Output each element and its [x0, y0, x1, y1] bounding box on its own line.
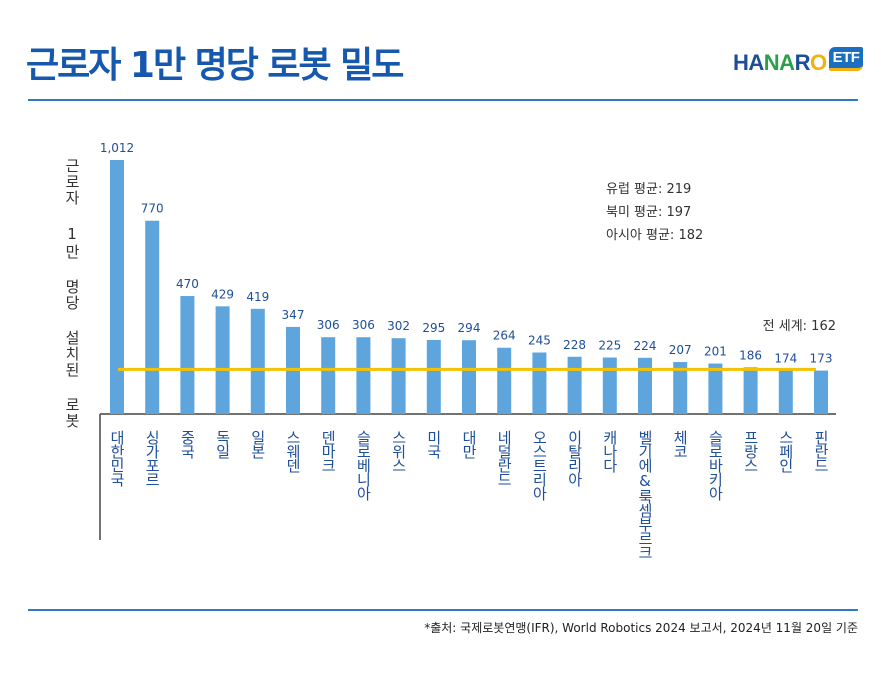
category-label: 슬로베니아	[354, 430, 373, 500]
bar-value-label: 264	[493, 329, 516, 343]
bar-value-label: 347	[282, 308, 305, 322]
bar	[673, 362, 688, 414]
bar	[426, 339, 441, 414]
annotation-asia: 아시아 평균: 182	[606, 228, 703, 243]
annotation-north-america: 북미 평균: 197	[606, 205, 691, 220]
bar	[567, 356, 582, 414]
bar-value-label: 419	[246, 290, 269, 304]
bar	[145, 220, 160, 414]
bar	[356, 337, 371, 414]
source-note: *출처: 국제로봇연맹(IFR), World Robotics 2024 보고…	[424, 621, 858, 635]
bar-value-label: 224	[634, 339, 657, 353]
category-label: 오스트리아	[530, 430, 549, 500]
bar	[743, 367, 758, 414]
bar-value-label: 207	[669, 343, 692, 357]
bar	[778, 370, 793, 414]
bar-value-label: 302	[387, 319, 410, 333]
category-label: 싱가포르	[143, 430, 162, 486]
bar-value-label: 770	[141, 202, 164, 216]
bar	[110, 160, 124, 414]
bar	[462, 340, 476, 414]
category-label: 스페인	[776, 430, 795, 472]
y-axis-label: 근로자 1만 명당 설치된 로봇	[63, 158, 81, 429]
header-divider	[28, 99, 858, 101]
bar-value-label: 1,012	[100, 141, 134, 155]
category-label: 벨기에&룩셈부르크	[636, 430, 654, 559]
category-label: 대만	[460, 430, 478, 458]
category-label: 체코	[671, 430, 690, 458]
bar-value-label: 470	[176, 277, 199, 291]
category-label: 이탈리아	[565, 430, 584, 486]
category-label: 핀란드	[812, 430, 830, 472]
bar	[532, 352, 547, 414]
hanaro-etf-logo: HA NA R O ETF	[733, 47, 864, 76]
bar-value-label: 306	[352, 318, 375, 332]
page-title: 근로자 1만 명당 로봇 밀도	[26, 45, 404, 86]
bar	[814, 370, 828, 414]
category-label: 덴마크	[319, 430, 338, 472]
category-label: 프랑스	[741, 430, 760, 472]
bar-value-label: 173	[810, 352, 833, 366]
bar	[497, 347, 512, 414]
category-label: 스웨덴	[284, 430, 302, 472]
bar-value-label: 429	[211, 287, 234, 301]
category-label: 캐나다	[600, 430, 619, 472]
bar	[321, 337, 336, 414]
bar	[638, 357, 652, 414]
category-label: 네덜란드	[495, 430, 514, 486]
bar-value-label: 306	[317, 318, 340, 332]
bar-value-label: 228	[563, 338, 586, 352]
category-label: 독일	[213, 430, 232, 458]
category-label: 슬로바키아	[706, 430, 725, 500]
bar	[708, 363, 723, 414]
bar-value-label: 225	[598, 339, 621, 353]
bar-value-label: 245	[528, 334, 551, 348]
bar-value-label: 201	[704, 345, 727, 359]
footer-divider	[28, 609, 858, 611]
bar-value-label: 294	[458, 321, 481, 335]
bar-value-label: 295	[422, 321, 445, 335]
bar-value-label: 174	[774, 351, 797, 365]
category-label: 스위스	[389, 430, 408, 472]
category-label: 중국	[178, 430, 197, 458]
bar	[602, 357, 617, 414]
category-label: 대한민국	[108, 430, 126, 486]
annotation-europe: 유럽 평균: 219	[606, 182, 691, 197]
world-average-label: 전 세계: 162	[763, 319, 836, 334]
bar	[391, 338, 406, 414]
bar	[180, 296, 195, 414]
bar-value-label: 186	[739, 348, 762, 362]
category-label: 미국	[424, 430, 443, 458]
bar	[215, 306, 230, 414]
bar	[250, 308, 265, 414]
category-label: 일본	[248, 430, 267, 458]
